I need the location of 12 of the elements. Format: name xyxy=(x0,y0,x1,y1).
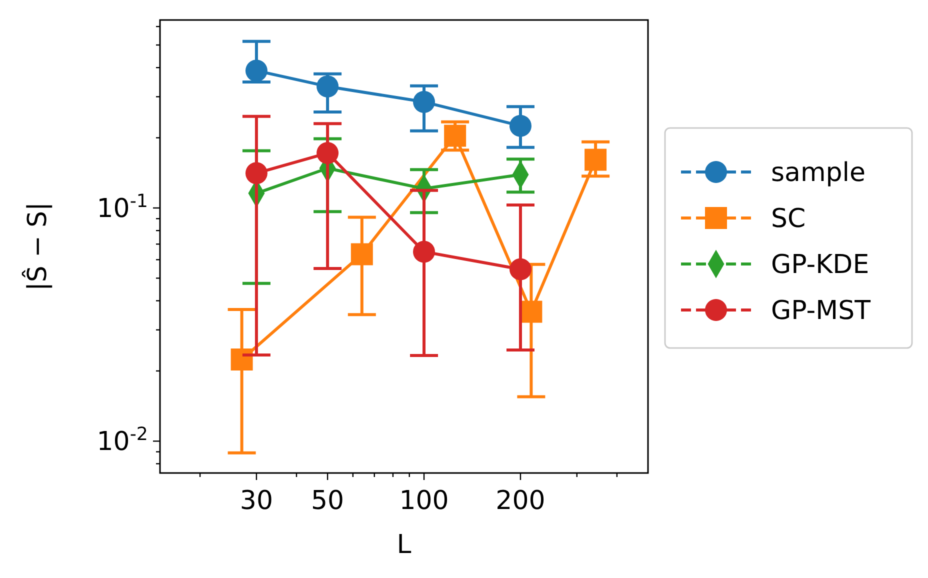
x-axis-title: L xyxy=(396,530,412,560)
legend-label: GP-KDE xyxy=(771,250,870,280)
x-tick-label: 200 xyxy=(496,486,546,516)
legend-label: sample xyxy=(771,158,866,188)
legend-label: SC xyxy=(771,204,806,234)
x-tick-label: 30 xyxy=(240,486,274,516)
y-tick-label: 10$^{-1}$ xyxy=(96,190,148,224)
x-tick-label: 100 xyxy=(399,486,449,516)
y-axis-title: |Ŝ − S| xyxy=(21,202,53,291)
y-tick-label: 10$^{-2}$ xyxy=(96,424,148,458)
legend-label: GP-MST xyxy=(771,296,871,326)
x-tick-label: 50 xyxy=(311,486,344,516)
